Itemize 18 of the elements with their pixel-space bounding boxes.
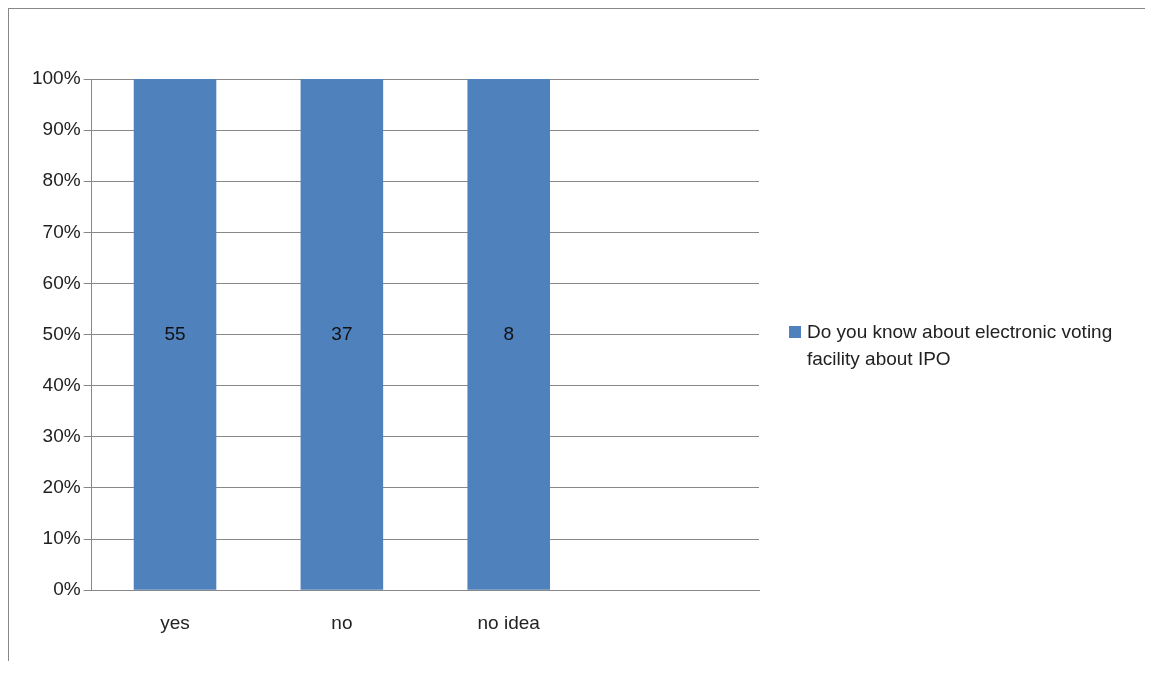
y-tick-label: 0% — [53, 578, 81, 600]
x-tick-label: no idea — [477, 611, 541, 633]
y-tick-label: 10% — [42, 527, 81, 549]
y-tick-label: 50% — [42, 322, 81, 344]
y-tick-label: 100% — [31, 67, 81, 89]
y-tick-label: 90% — [42, 118, 81, 140]
annotation: 8 — [503, 322, 515, 344]
y-tick-label: 40% — [42, 373, 81, 395]
y-tick-label: 20% — [42, 476, 81, 498]
x-tick-label: yes — [160, 611, 190, 633]
legend-label: Do you know about electronic voting facility about IPO — [807, 320, 1114, 371]
annotation: 55 — [164, 322, 186, 344]
y-tick-label: 30% — [42, 425, 81, 447]
x-tick-label: no — [331, 611, 353, 633]
y-tick-label: 60% — [42, 271, 81, 293]
y-tick-label: 80% — [42, 169, 81, 191]
annotation: 37 — [331, 322, 353, 344]
y-tick-label: 70% — [42, 220, 81, 242]
